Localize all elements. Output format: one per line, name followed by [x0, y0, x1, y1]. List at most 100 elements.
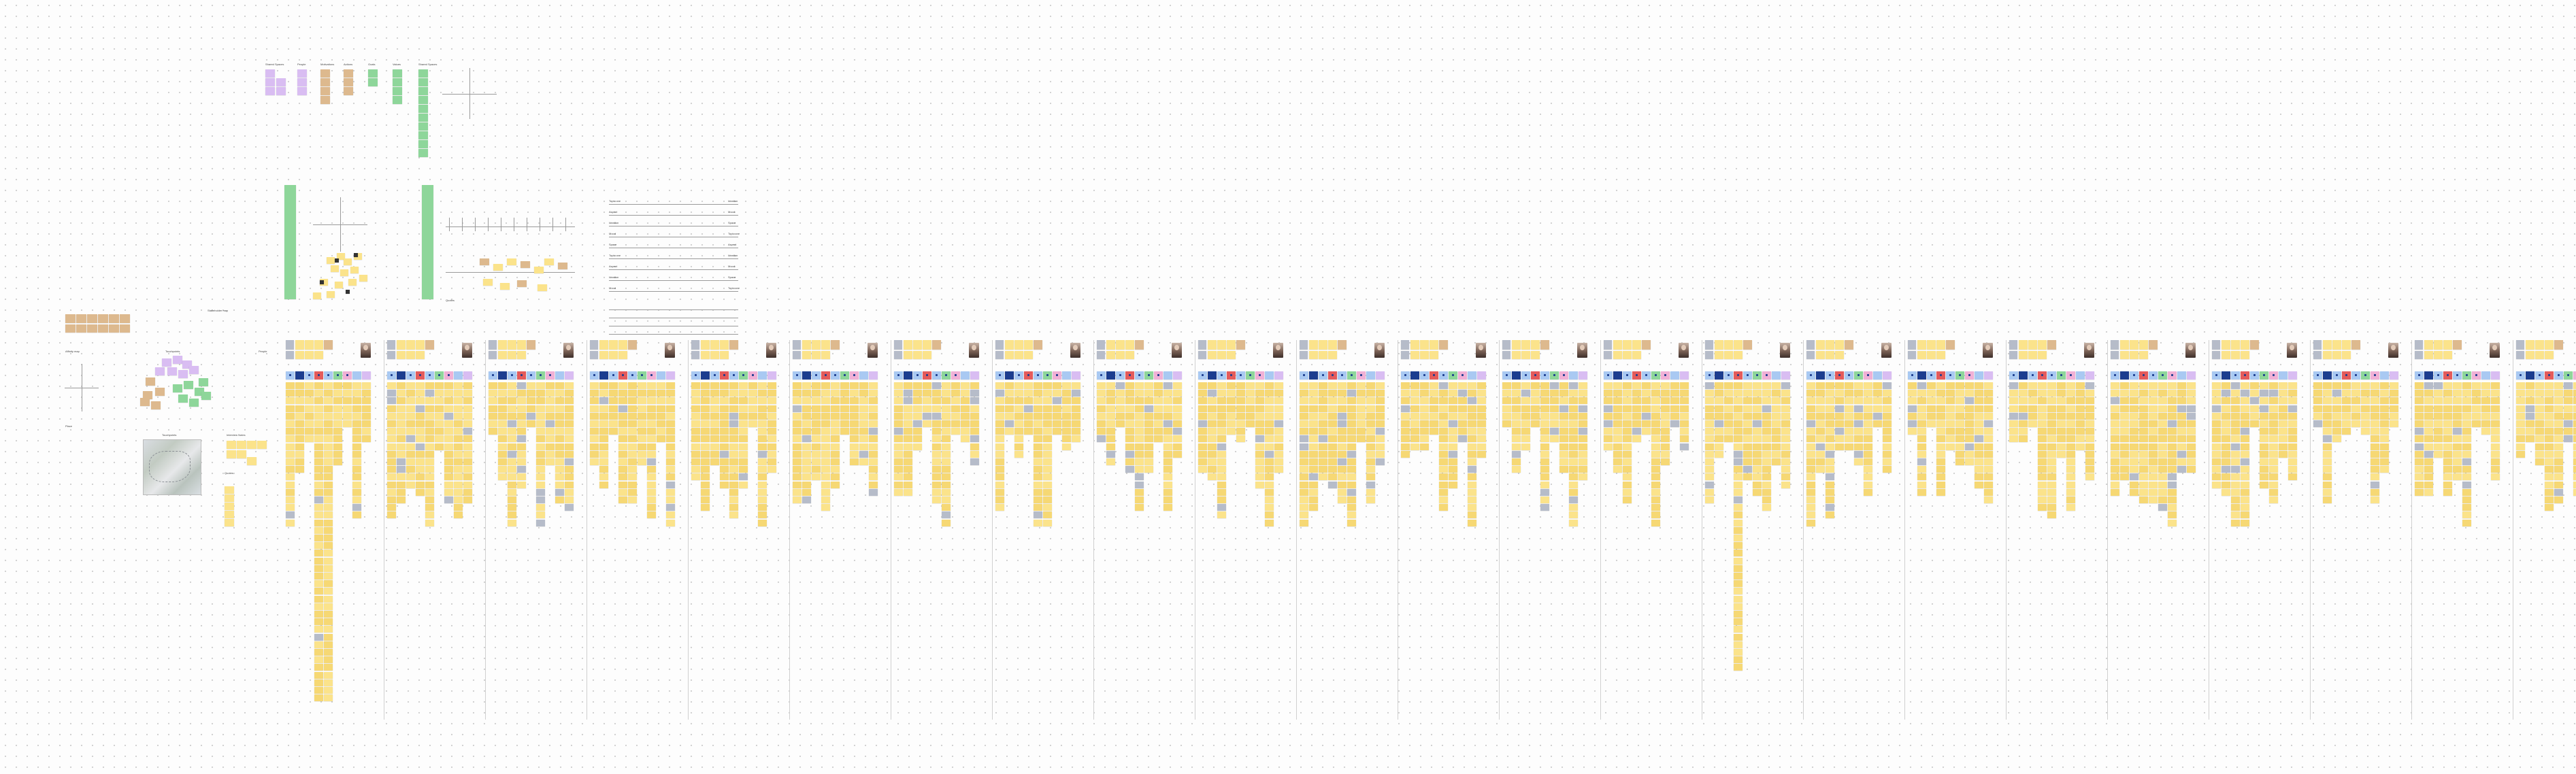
note-sticky[interactable]	[2168, 397, 2177, 405]
header-sticky[interactable]	[1125, 351, 1134, 359]
note-sticky[interactable]	[2516, 390, 2525, 397]
note-sticky[interactable]	[1217, 450, 1226, 458]
note-sticky[interactable]	[2120, 435, 2129, 443]
note-sticky[interactable]	[1217, 435, 1226, 443]
header-gray-sticky[interactable]	[2111, 340, 2119, 350]
note-sticky[interactable]	[904, 428, 912, 435]
category-chip[interactable]	[2573, 371, 2576, 380]
note-sticky[interactable]	[2380, 458, 2389, 465]
note-sticky[interactable]	[536, 466, 545, 473]
note-sticky[interactable]	[324, 443, 333, 450]
note-sticky[interactable]	[2038, 390, 2047, 397]
header-sticky[interactable]	[1135, 340, 1144, 350]
note-sticky[interactable]	[2111, 450, 2119, 458]
header-sticky[interactable]	[1734, 340, 1743, 350]
note-sticky[interactable]	[406, 443, 415, 450]
note-sticky[interactable]	[1255, 443, 1264, 450]
note-sticky[interactable]	[2038, 428, 2047, 435]
note-sticky[interactable]	[508, 405, 516, 412]
note-sticky[interactable]	[2462, 488, 2471, 496]
note-sticky[interactable]	[869, 473, 878, 481]
note-sticky[interactable]	[1661, 443, 1670, 450]
note-sticky[interactable]	[1198, 443, 1207, 450]
note-sticky[interactable]	[1623, 443, 1632, 450]
note-sticky[interactable]	[729, 488, 738, 496]
note-sticky[interactable]	[1661, 435, 1670, 443]
note-sticky[interactable]	[1826, 428, 1834, 435]
note-sticky[interactable]	[1217, 458, 1226, 465]
note-sticky[interactable]	[1300, 504, 1308, 511]
note-sticky[interactable]	[1946, 397, 1955, 405]
note-sticky[interactable]	[831, 481, 840, 488]
note-sticky[interactable]	[1309, 428, 1318, 435]
note-sticky[interactable]	[970, 412, 979, 420]
note-sticky[interactable]	[1569, 450, 1578, 458]
note-sticky[interactable]	[1559, 405, 1568, 412]
note-sticky[interactable]	[691, 473, 700, 481]
note-sticky[interactable]	[1106, 420, 1115, 427]
note-sticky[interactable]	[1826, 466, 1834, 473]
note-sticky[interactable]	[1034, 458, 1042, 465]
note-sticky[interactable]	[2424, 481, 2433, 488]
note-sticky[interactable]	[2057, 390, 2066, 397]
note-sticky[interactable]	[1034, 488, 1042, 496]
note-sticky[interactable]	[1512, 390, 1521, 397]
note-sticky[interactable]	[729, 443, 738, 450]
note-sticky[interactable]	[454, 504, 463, 511]
note-sticky[interactable]	[1734, 633, 1743, 641]
note-sticky[interactable]	[1014, 397, 1023, 405]
note-sticky[interactable]	[1246, 405, 1255, 412]
note-sticky[interactable]	[1125, 390, 1134, 397]
note-sticky[interactable]	[1255, 412, 1264, 420]
note-sticky[interactable]	[1569, 481, 1578, 488]
note-sticky[interactable]	[324, 497, 333, 503]
note-sticky[interactable]	[1806, 405, 1815, 412]
note-sticky[interactable]	[2187, 405, 2196, 412]
note-sticky[interactable]	[555, 420, 564, 427]
note-sticky[interactable]	[1521, 390, 1530, 397]
note-sticky[interactable]	[802, 435, 811, 443]
note-sticky[interactable]	[2038, 412, 2047, 420]
note-sticky[interactable]	[961, 397, 970, 405]
note-sticky[interactable]	[343, 397, 352, 405]
note-sticky[interactable]	[1347, 443, 1356, 450]
header-sticky[interactable]	[821, 351, 830, 359]
note-sticky[interactable]	[1984, 412, 1993, 420]
note-sticky[interactable]	[2231, 397, 2240, 405]
note-sticky[interactable]	[1144, 466, 1153, 473]
note-sticky[interactable]	[2279, 397, 2288, 405]
header-sticky[interactable]	[297, 78, 307, 86]
note-sticky[interactable]	[904, 390, 912, 397]
note-sticky[interactable]	[2481, 390, 2490, 397]
note-sticky[interactable]	[2139, 412, 2148, 420]
note-sticky[interactable]	[397, 435, 406, 443]
note-sticky[interactable]	[1034, 511, 1042, 519]
note-sticky[interactable]	[508, 511, 516, 519]
header-sticky[interactable]	[2342, 351, 2351, 359]
note-sticky[interactable]	[1439, 497, 1448, 503]
note-sticky[interactable]	[1449, 390, 1457, 397]
header-gray-sticky[interactable]	[1198, 351, 1206, 359]
note-sticky[interactable]	[970, 405, 979, 412]
note-sticky[interactable]	[1734, 542, 1743, 550]
note-sticky[interactable]	[1936, 466, 1945, 473]
note-sticky[interactable]	[2250, 382, 2259, 389]
note-sticky[interactable]	[1173, 405, 1182, 412]
note-sticky[interactable]	[1338, 450, 1347, 458]
note-sticky[interactable]	[913, 420, 922, 427]
note-sticky[interactable]	[1762, 435, 1771, 443]
note-sticky[interactable]	[305, 390, 314, 397]
note-sticky[interactable]	[1772, 405, 1781, 412]
note-sticky[interactable]	[2424, 397, 2433, 405]
header-sticky[interactable]	[2342, 340, 2351, 350]
note-sticky[interactable]	[1420, 390, 1429, 397]
note-sticky[interactable]	[1468, 412, 1476, 420]
note-sticky[interactable]	[1743, 458, 1752, 465]
note-sticky[interactable]	[2380, 435, 2389, 443]
header-gray-sticky[interactable]	[2516, 351, 2524, 359]
note-sticky[interactable]	[2212, 428, 2221, 435]
header-gray-sticky[interactable]	[691, 351, 699, 359]
header-sticky[interactable]	[324, 340, 333, 350]
note-sticky[interactable]	[1347, 420, 1356, 427]
note-sticky[interactable]	[951, 397, 960, 405]
